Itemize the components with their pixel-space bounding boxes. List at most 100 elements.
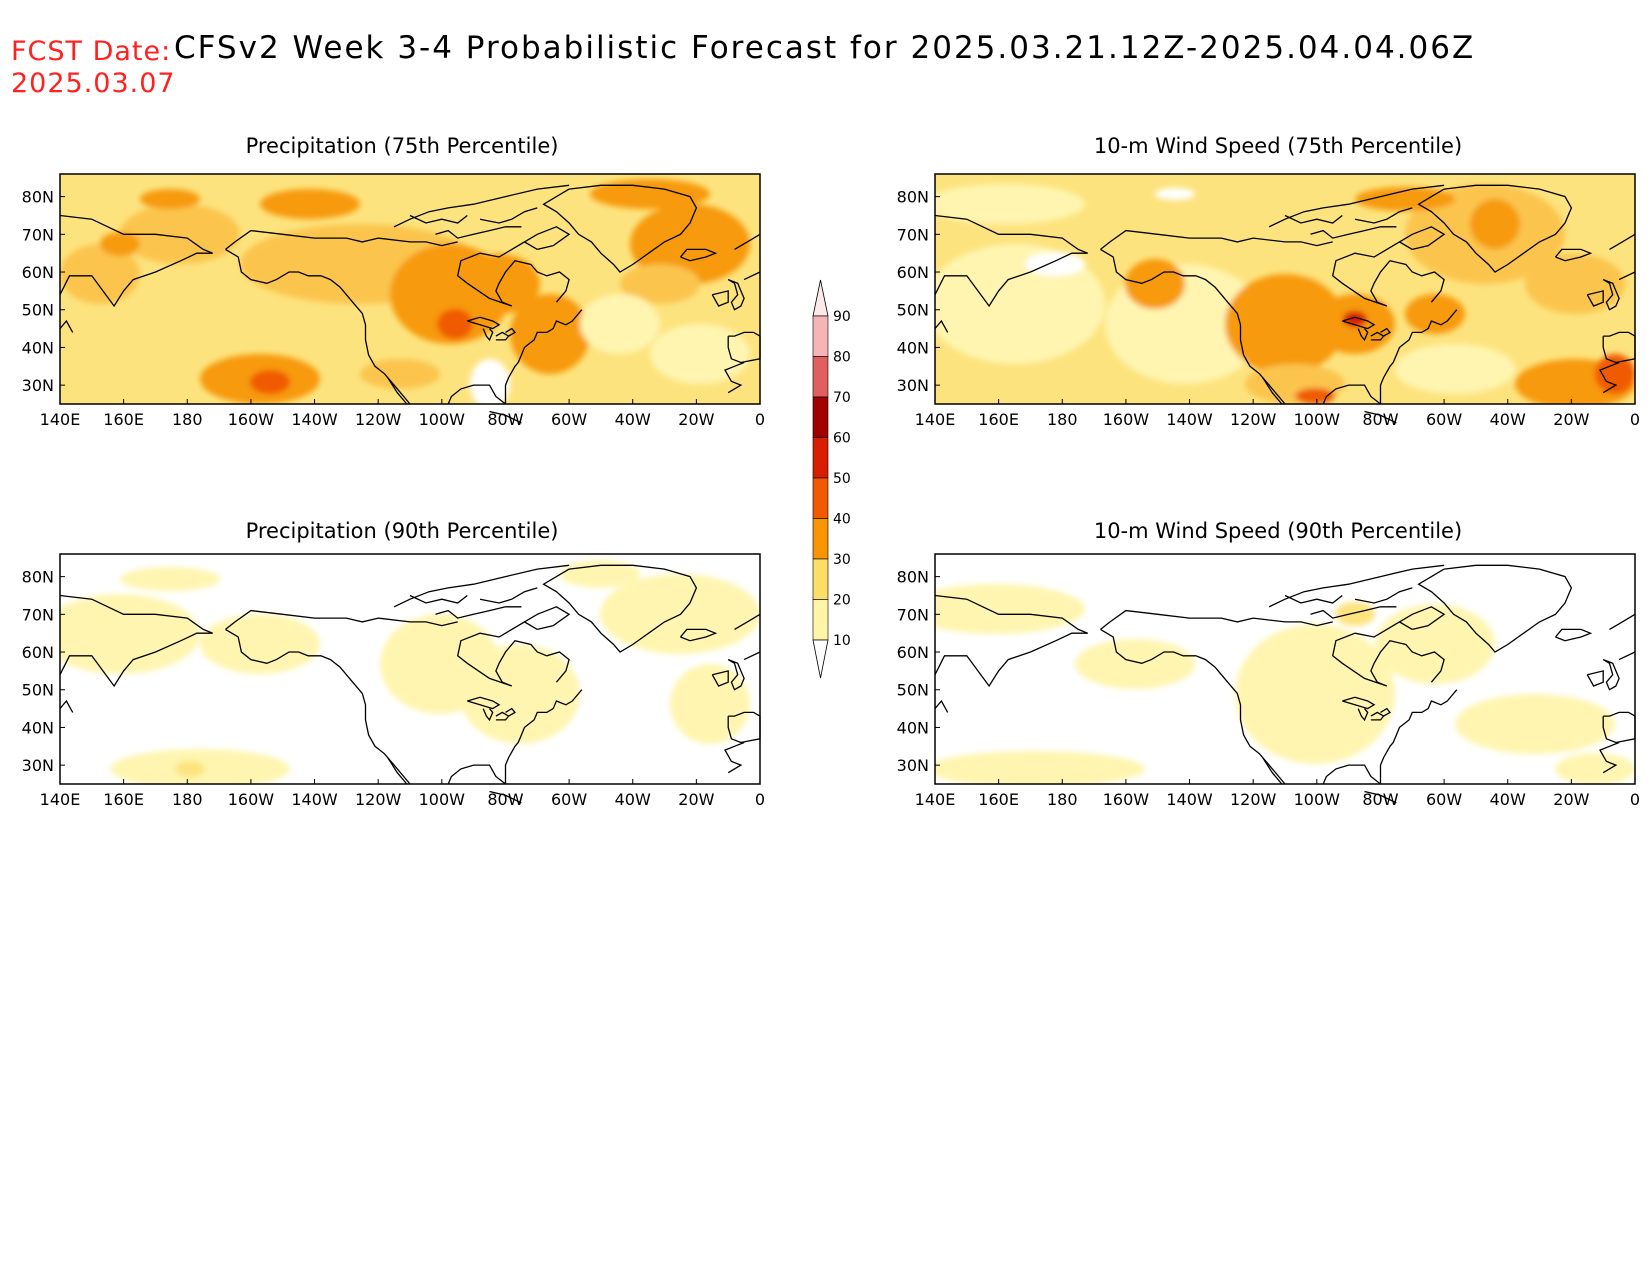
colorbar-swatch bbox=[812, 396, 829, 438]
lon-tick-label: 20W bbox=[678, 410, 714, 429]
lon-tick-label: 40W bbox=[1490, 410, 1526, 429]
coastline bbox=[1417, 184, 1573, 273]
lat-tick-label: 70N bbox=[22, 605, 54, 624]
colorbar-label: 50 bbox=[833, 471, 851, 487]
coastline bbox=[524, 226, 571, 251]
shade-blob bbox=[1295, 388, 1335, 404]
coastline bbox=[1364, 790, 1397, 804]
lat-tick-label: 50N bbox=[22, 301, 54, 320]
lon-tick-label: 100W bbox=[1294, 790, 1341, 809]
lon-tick-label: 160W bbox=[228, 790, 275, 809]
shade-blob bbox=[60, 244, 140, 304]
coastline bbox=[482, 328, 494, 342]
coastline bbox=[1417, 564, 1573, 653]
shading-layer bbox=[60, 554, 760, 784]
lon-tick-label: 100W bbox=[419, 790, 466, 809]
coastline bbox=[482, 708, 494, 722]
coastline bbox=[711, 670, 729, 687]
lon-tick-label: 40W bbox=[1490, 790, 1526, 809]
panel-precip-90: Precipitation (90th Percentile) bbox=[22, 519, 765, 809]
lon-tick-label: 160W bbox=[228, 410, 275, 429]
coastline bbox=[447, 764, 506, 785]
lat-tick-label: 70N bbox=[22, 225, 54, 244]
panel-title: 10-m Wind Speed (90th Percentile) bbox=[1094, 519, 1462, 543]
coastline bbox=[724, 741, 745, 774]
coastline bbox=[393, 184, 570, 228]
lon-tick-label: 60W bbox=[551, 790, 587, 809]
coastline bbox=[934, 319, 949, 333]
lon-tick-label: 120W bbox=[1230, 410, 1277, 429]
lon-tick-label: 100W bbox=[419, 410, 466, 429]
coastline bbox=[1342, 696, 1376, 710]
lon-tick-label: 120W bbox=[1230, 790, 1277, 809]
coastline bbox=[1268, 564, 1445, 608]
coastline bbox=[1357, 708, 1369, 722]
colorbar-swatch bbox=[812, 518, 829, 560]
lon-tick-label: 160W bbox=[1103, 790, 1150, 809]
coastline bbox=[1370, 331, 1385, 341]
colorbar-label: 40 bbox=[833, 512, 851, 528]
shade-blob bbox=[260, 189, 360, 219]
coastlines bbox=[934, 564, 1636, 804]
colorbar-label: 60 bbox=[833, 431, 851, 447]
shade-blob bbox=[1595, 354, 1635, 394]
coastline bbox=[1609, 233, 1636, 250]
map-frame bbox=[934, 553, 1636, 785]
lon-tick-label: 140W bbox=[291, 790, 338, 809]
coastline bbox=[59, 594, 213, 688]
colorbar-label: 80 bbox=[833, 350, 851, 366]
shade-blob bbox=[1025, 252, 1085, 276]
lat-tick-label: 60N bbox=[22, 263, 54, 282]
coastline bbox=[59, 214, 213, 308]
shade-blob bbox=[1155, 188, 1195, 200]
coastline bbox=[1354, 587, 1413, 604]
colorbar-swatch bbox=[812, 477, 829, 519]
shade-blob bbox=[560, 560, 640, 588]
panel-wind-75: 10-m Wind Speed (75th Percentile) bbox=[897, 134, 1640, 429]
coastline bbox=[456, 241, 570, 307]
lon-tick-label: 80W bbox=[1362, 790, 1398, 809]
shade-blob bbox=[590, 179, 710, 209]
coastline bbox=[1599, 741, 1620, 774]
colorbar-swatch bbox=[812, 356, 829, 398]
map-area: 80N 70N 60N 50N 40N 30N 140E 160E 180 160W 140W 120… bbox=[897, 553, 1640, 809]
shading-layer bbox=[60, 174, 760, 404]
axis-ticks: 80N 70N 60N 50N 40N 30N 140E 160E 180 160W 140W 120… bbox=[897, 188, 1640, 429]
shading-layer bbox=[935, 554, 1635, 784]
lon-tick-label: 120W bbox=[355, 410, 402, 429]
shade-blob bbox=[1525, 254, 1625, 314]
coastline bbox=[1602, 658, 1620, 691]
coastline bbox=[743, 271, 761, 281]
lat-tick-label: 30N bbox=[897, 376, 929, 395]
coastline bbox=[734, 233, 761, 250]
lon-tick-label: 120W bbox=[355, 790, 402, 809]
lat-tick-label: 30N bbox=[897, 756, 929, 775]
shade-blob bbox=[935, 751, 1145, 784]
lon-tick-label: 140E bbox=[40, 790, 81, 809]
coastline bbox=[1331, 621, 1445, 687]
coastline bbox=[479, 207, 538, 224]
coastline bbox=[225, 229, 458, 250]
coastline bbox=[1370, 711, 1385, 721]
lat-tick-label: 60N bbox=[897, 263, 929, 282]
lat-tick-label: 40N bbox=[897, 338, 929, 357]
shade-blob bbox=[1395, 344, 1515, 394]
shade-blob bbox=[670, 664, 750, 744]
coastline bbox=[1310, 606, 1397, 619]
colorbar-swatch bbox=[812, 315, 829, 357]
lon-tick-label: 20W bbox=[1553, 410, 1589, 429]
coastline bbox=[727, 278, 745, 311]
coastline bbox=[542, 564, 698, 653]
colorbar-label: 30 bbox=[833, 552, 851, 568]
lat-tick-label: 50N bbox=[22, 681, 54, 700]
coastline bbox=[1100, 609, 1333, 630]
shade-blob bbox=[1225, 274, 1345, 374]
coastline bbox=[934, 214, 1088, 308]
coastline bbox=[1322, 764, 1381, 785]
coastline bbox=[504, 689, 583, 784]
coastline bbox=[1100, 229, 1333, 250]
panel-title: Precipitation (75th Percentile) bbox=[246, 134, 559, 158]
lat-tick-label: 50N bbox=[897, 681, 929, 700]
coastline bbox=[1100, 248, 1286, 405]
